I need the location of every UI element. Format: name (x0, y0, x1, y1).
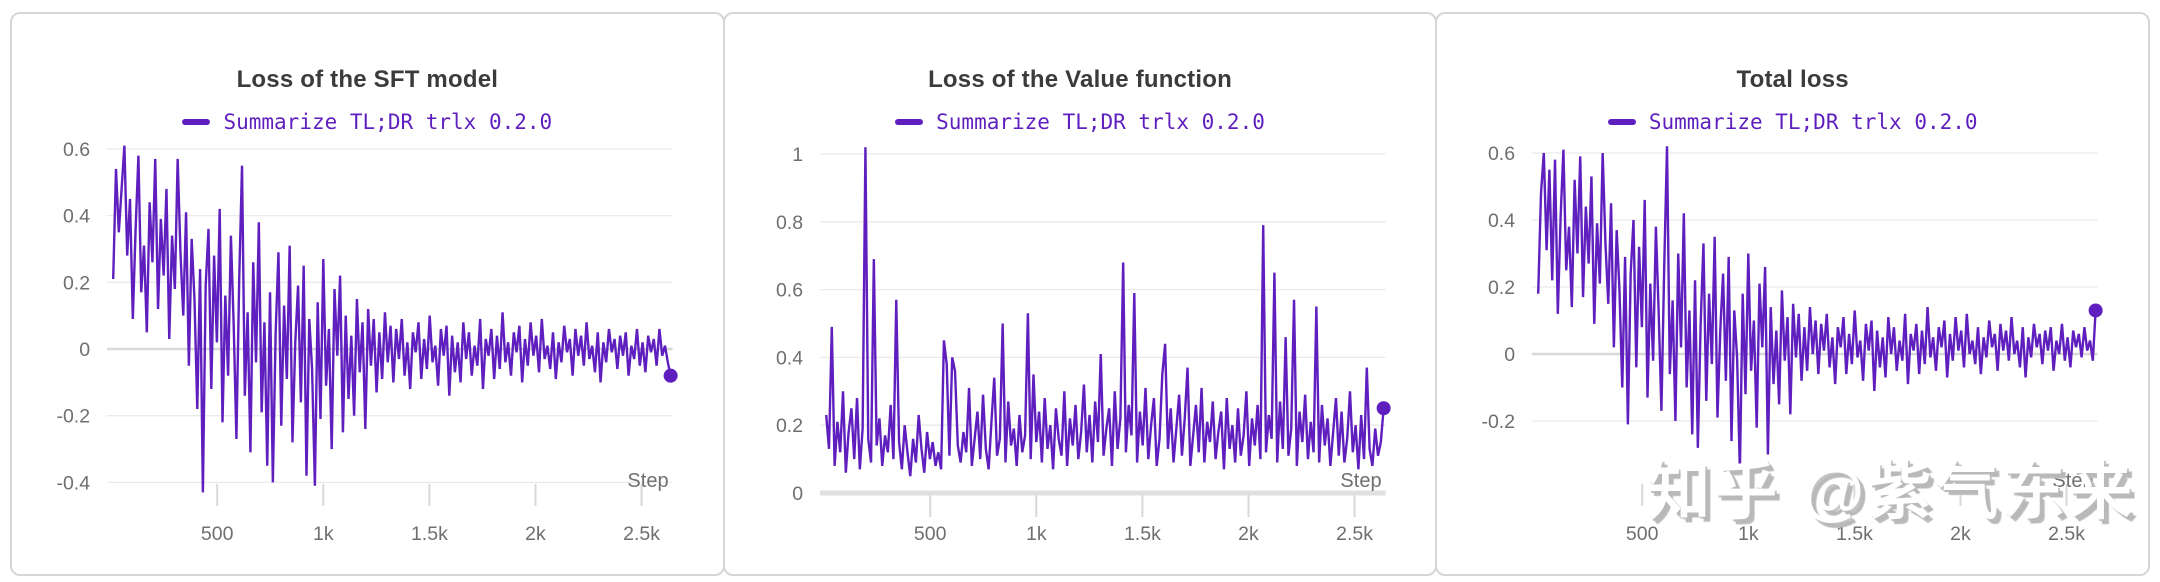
x-tick-label: 1.5k (1124, 523, 1161, 545)
chart-title: Loss of the Value function (928, 66, 1232, 93)
y-tick-label: 0.6 (1488, 143, 1515, 165)
series-end-marker (2088, 303, 2103, 318)
y-tick-label: 0.4 (1488, 210, 1515, 232)
x-tick-label: 2.5k (623, 523, 660, 545)
x-tick-label: 2k (1951, 523, 1972, 545)
x-axis-label: Step (2053, 470, 2094, 492)
y-tick-label: -0.2 (1482, 411, 1516, 433)
plot-area[interactable]: 0.6 0.4 0.2 0 -0.2 -0.4 500 1k 1.5k 2k 2.5k Step (12, 14, 723, 574)
y-tick-label: 1 (792, 144, 803, 166)
y-tick-label: -0.2 (56, 406, 90, 428)
chart-card-value-loss: Loss of the Value function Summarize TL;… (722, 12, 1438, 576)
legend-label: Summarize TL;DR trlx 0.2.0 (936, 110, 1265, 134)
x-axis-label: Step (1340, 470, 1381, 492)
panel-grid: Loss of the SFT model Summarize TL;DR tr… (10, 12, 2151, 576)
x-tick-label: 500 (201, 523, 234, 545)
plot-area[interactable]: 0.6 0.4 0.2 0 -0.2 500 1k 1.5k 2k 2.5k Step (1437, 14, 2148, 574)
y-tick-label: 0.2 (1488, 277, 1515, 299)
series-line (1537, 146, 2098, 472)
plot-area[interactable]: 1 0.8 0.6 0.4 0.2 0 500 1k 1.5k 2k 2.5k Step (725, 14, 1436, 574)
chart-card-total-loss: Total loss Summarize TL;DR trlx 0.2.0 0.… (1435, 12, 2151, 576)
legend-label: Summarize TL;DR trlx 0.2.0 (223, 110, 553, 134)
y-tick-label: 0 (1505, 344, 1516, 366)
y-tick-label: 0.2 (63, 272, 90, 294)
chart-title: Total loss (1736, 66, 1849, 93)
x-tick-label: 2.5k (1336, 523, 1373, 545)
x-axis-label: Step (627, 470, 668, 492)
chart-title: Loss of the SFT model (236, 66, 499, 93)
x-tick-label: 500 (1626, 523, 1659, 545)
x-tick-label: 1.5k (411, 523, 448, 545)
series-line (824, 147, 1385, 477)
legend-line-icon (1607, 119, 1636, 125)
chart-legend[interactable]: Summarize TL;DR trlx 0.2.0 (12, 110, 723, 134)
series-line (111, 145, 672, 493)
chart-legend[interactable]: Summarize TL;DR trlx 0.2.0 (1437, 110, 2148, 134)
y-tick-label: -0.4 (56, 472, 90, 494)
x-tick-label: 1k (313, 523, 334, 545)
x-tick-label: 1k (1738, 523, 1759, 545)
series-end-marker (1376, 401, 1391, 416)
x-tick-label: 2.5k (2049, 523, 2086, 545)
legend-label: Summarize TL;DR trlx 0.2.0 (1648, 110, 1978, 134)
x-tick-label: 2k (525, 523, 546, 545)
y-tick-label: 0.6 (776, 280, 803, 302)
x-tick-label: 1.5k (1836, 523, 1873, 545)
chart-legend[interactable]: Summarize TL;DR trlx 0.2.0 (725, 110, 1436, 134)
y-tick-label: 0.4 (63, 206, 90, 228)
y-tick-label: 0.2 (776, 415, 803, 437)
x-tick-label: 2k (1238, 523, 1259, 545)
legend-line-icon (182, 119, 211, 125)
y-tick-label: 0 (792, 483, 803, 505)
y-tick-label: 0.6 (63, 139, 90, 161)
x-tick-label: 500 (914, 523, 947, 545)
legend-line-icon (895, 119, 924, 125)
x-tick-label: 1k (1026, 523, 1047, 545)
y-tick-label: 0.8 (776, 212, 803, 234)
chart-card-sft-loss: Loss of the SFT model Summarize TL;DR tr… (10, 12, 725, 576)
y-tick-label: 0 (79, 339, 90, 361)
series-end-marker (663, 368, 678, 383)
y-tick-label: 0.4 (776, 347, 803, 369)
